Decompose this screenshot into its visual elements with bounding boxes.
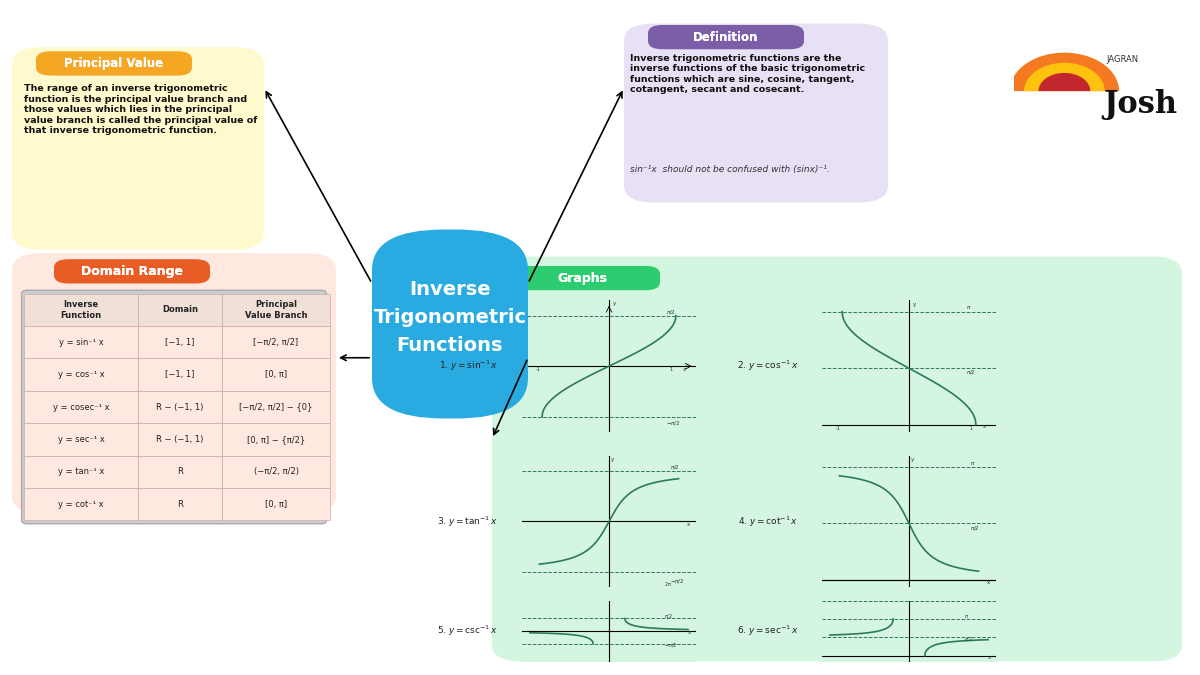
Text: 1. $y = \sin^{-1}x$: 1. $y = \sin^{-1}x$ xyxy=(439,359,498,373)
Text: [−π/2, π/2]: [−π/2, π/2] xyxy=(253,338,299,347)
FancyBboxPatch shape xyxy=(222,488,330,520)
Text: Graphs: Graphs xyxy=(557,271,607,285)
FancyBboxPatch shape xyxy=(24,326,138,358)
Text: Principal Value: Principal Value xyxy=(65,57,163,70)
Text: Domain Range: Domain Range xyxy=(82,265,182,278)
Text: [0, π]: [0, π] xyxy=(265,500,287,509)
FancyBboxPatch shape xyxy=(12,47,264,250)
FancyBboxPatch shape xyxy=(222,294,330,326)
FancyBboxPatch shape xyxy=(24,391,138,423)
Text: sin⁻¹x  should not be confused with (sinx)⁻¹.: sin⁻¹x should not be confused with (sinx… xyxy=(630,165,829,174)
Text: JAGRAN: JAGRAN xyxy=(1106,55,1138,64)
FancyBboxPatch shape xyxy=(372,230,528,418)
FancyBboxPatch shape xyxy=(24,456,138,488)
Text: 5. $y = \csc^{-1}x$: 5. $y = \csc^{-1}x$ xyxy=(437,624,498,639)
Text: Principal
Value Branch: Principal Value Branch xyxy=(245,300,307,319)
Text: 6. $y = \sec^{-1}x$: 6. $y = \sec^{-1}x$ xyxy=(737,624,798,639)
Text: (−π/2, π/2): (−π/2, π/2) xyxy=(253,467,299,477)
Text: Inverse
Trigonometric
Functions: Inverse Trigonometric Functions xyxy=(373,279,527,355)
Text: [0, π] − {π/2}: [0, π] − {π/2} xyxy=(247,435,305,444)
FancyBboxPatch shape xyxy=(222,456,330,488)
FancyBboxPatch shape xyxy=(24,488,138,520)
Text: 4. $y = \cot^{-1}x$: 4. $y = \cot^{-1}x$ xyxy=(738,514,798,529)
Text: 2. $y = \cos^{-1}x$: 2. $y = \cos^{-1}x$ xyxy=(737,359,798,373)
FancyBboxPatch shape xyxy=(138,391,222,423)
Text: R: R xyxy=(178,467,182,477)
FancyBboxPatch shape xyxy=(138,358,222,391)
Text: y = cosec⁻¹ x: y = cosec⁻¹ x xyxy=(53,402,109,412)
Text: Inverse
Function: Inverse Function xyxy=(60,300,102,319)
FancyBboxPatch shape xyxy=(12,253,336,513)
Text: [−π/2, π/2] − {0}: [−π/2, π/2] − {0} xyxy=(239,402,313,412)
Text: y = cot⁻¹ x: y = cot⁻¹ x xyxy=(58,500,104,509)
FancyBboxPatch shape xyxy=(222,423,330,456)
Text: [0, π]: [0, π] xyxy=(265,370,287,379)
Text: Inverse trigonometric functions are the
inverse functions of the basic trigonome: Inverse trigonometric functions are the … xyxy=(630,54,865,94)
FancyBboxPatch shape xyxy=(504,266,660,290)
FancyBboxPatch shape xyxy=(138,423,222,456)
Text: The range of an inverse trigonometric
function is the principal value branch and: The range of an inverse trigonometric fu… xyxy=(24,84,257,135)
Text: Graphs: Graphs xyxy=(557,271,607,285)
Text: Domain Range: Domain Range xyxy=(82,265,182,278)
Text: R − (−1, 1): R − (−1, 1) xyxy=(156,402,204,412)
Text: y = sec⁻¹ x: y = sec⁻¹ x xyxy=(58,435,104,444)
Text: Principal Value: Principal Value xyxy=(65,57,163,70)
FancyBboxPatch shape xyxy=(624,24,888,202)
Text: Domain: Domain xyxy=(162,305,198,315)
Text: y = sin⁻¹ x: y = sin⁻¹ x xyxy=(59,338,103,347)
FancyBboxPatch shape xyxy=(138,488,222,520)
FancyBboxPatch shape xyxy=(222,358,330,391)
Text: [−1, 1]: [−1, 1] xyxy=(166,338,194,347)
Text: [−1, 1]: [−1, 1] xyxy=(166,370,194,379)
FancyBboxPatch shape xyxy=(492,256,1182,662)
FancyBboxPatch shape xyxy=(222,326,330,358)
Text: Definition: Definition xyxy=(694,30,758,44)
Text: 3. $y = \tan^{-1}x$: 3. $y = \tan^{-1}x$ xyxy=(437,514,498,529)
FancyBboxPatch shape xyxy=(648,25,804,49)
FancyBboxPatch shape xyxy=(222,391,330,423)
Text: y = cos⁻¹ x: y = cos⁻¹ x xyxy=(58,370,104,379)
FancyBboxPatch shape xyxy=(36,51,192,76)
Text: Definition: Definition xyxy=(694,30,758,44)
Text: Josh: Josh xyxy=(1103,89,1177,120)
FancyBboxPatch shape xyxy=(22,290,326,524)
FancyBboxPatch shape xyxy=(138,294,222,326)
Text: y = tan⁻¹ x: y = tan⁻¹ x xyxy=(58,467,104,477)
FancyBboxPatch shape xyxy=(24,358,138,391)
Text: R: R xyxy=(178,500,182,509)
Text: R − (−1, 1): R − (−1, 1) xyxy=(156,435,204,444)
FancyBboxPatch shape xyxy=(24,423,138,456)
FancyBboxPatch shape xyxy=(54,259,210,284)
FancyBboxPatch shape xyxy=(24,294,138,326)
FancyBboxPatch shape xyxy=(138,326,222,358)
FancyBboxPatch shape xyxy=(138,456,222,488)
